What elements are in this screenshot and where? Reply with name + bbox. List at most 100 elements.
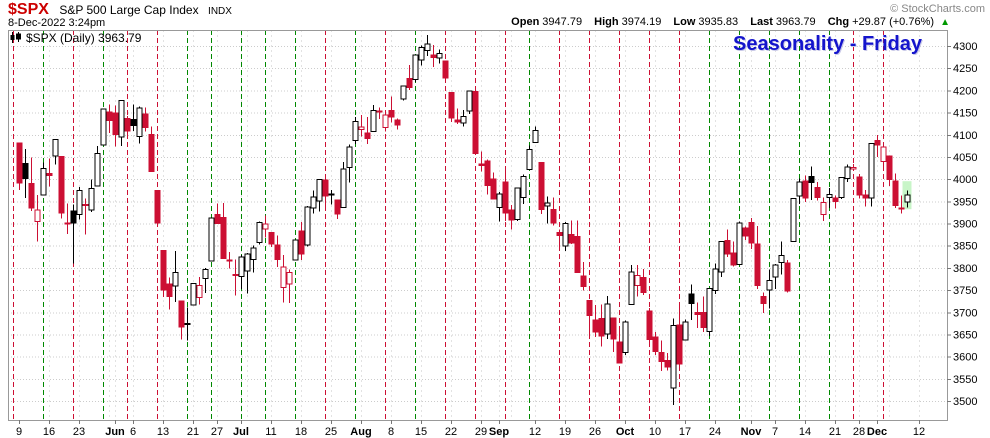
symbol-ticker: $SPX: [8, 1, 49, 18]
candle-body: [358, 126, 365, 130]
candle: [112, 105, 119, 147]
candle-body: [220, 217, 227, 260]
candle: [346, 144, 353, 183]
candle: [46, 158, 53, 187]
candle-body: [58, 155, 65, 214]
candle-body: [190, 282, 197, 306]
candle-body: [388, 109, 395, 118]
candle-body: [82, 203, 89, 206]
candle: [40, 162, 47, 196]
last-label: Last: [750, 16, 773, 28]
candle: [676, 306, 683, 366]
x-axis-label: 21: [187, 426, 199, 438]
candle-body: [736, 222, 743, 265]
candle: [706, 288, 713, 336]
candle-body: [664, 360, 671, 368]
candle: [802, 175, 809, 203]
high-label: High: [594, 16, 619, 28]
candle-body: [526, 148, 533, 170]
candle: [730, 241, 737, 267]
x-axis-label: 7: [772, 426, 778, 438]
candle: [682, 319, 689, 341]
candle-body: [184, 322, 191, 325]
candle: [502, 170, 509, 221]
candle: [106, 104, 113, 133]
candle-body: [310, 196, 317, 209]
candle-body: [142, 113, 149, 129]
x-axis-label: 16: [43, 426, 55, 438]
candle-body: [166, 283, 173, 297]
candles: [16, 34, 911, 405]
candle-body: [316, 179, 323, 202]
candle: [322, 173, 329, 207]
candle: [268, 231, 275, 248]
candle: [220, 203, 227, 260]
candle: [826, 188, 833, 208]
candle-body: [436, 53, 443, 59]
candle: [466, 90, 473, 114]
x-axis-label: Aug: [350, 426, 371, 438]
candle-body: [904, 194, 911, 203]
candle: [316, 179, 323, 212]
candle: [628, 264, 635, 306]
candle-body: [244, 253, 251, 272]
chart-type-icon: [10, 32, 21, 43]
candle-body: [334, 199, 341, 215]
candle: [874, 134, 881, 157]
candle-body: [826, 194, 833, 198]
candle-body: [520, 175, 527, 198]
candle-body: [706, 288, 713, 332]
candle-body: [748, 222, 755, 244]
weekly-gridlines: [49, 30, 920, 420]
candle-body: [694, 312, 701, 315]
candle: [178, 300, 185, 340]
candle-body: [22, 163, 29, 180]
plot-frame: [8, 30, 948, 421]
candle: [538, 162, 545, 215]
candle: [580, 262, 587, 291]
candle: [214, 203, 221, 224]
candle-body: [376, 110, 383, 113]
candle-body: [232, 274, 239, 277]
candle-body: [478, 163, 485, 166]
candle-body: [772, 264, 779, 278]
x-axis-label: Sep: [489, 426, 509, 438]
candle: [490, 172, 497, 200]
candle-body: [610, 317, 617, 340]
candle: [646, 307, 653, 347]
candle-body: [292, 239, 299, 261]
candle-body: [574, 235, 581, 273]
candle-body: [856, 176, 863, 196]
candle: [550, 197, 557, 226]
candle: [454, 108, 461, 125]
candle-body: [70, 210, 77, 224]
candle: [544, 196, 551, 224]
candle: [310, 190, 317, 214]
candle-body: [304, 206, 311, 246]
candle: [130, 104, 137, 131]
candle-body: [754, 243, 761, 287]
y-axis-label: 3750: [953, 285, 977, 297]
y-axis-label: 3800: [953, 263, 977, 275]
x-axis-label: 24: [709, 426, 721, 438]
candle: [766, 269, 773, 309]
candle-body: [370, 109, 377, 133]
candle: [430, 45, 437, 67]
candle-body: [700, 312, 707, 328]
candle: [280, 255, 287, 303]
candle: [736, 221, 743, 265]
candle-body: [340, 168, 347, 209]
y-axis-label: 4100: [953, 130, 977, 142]
y-axis-label: 4250: [953, 63, 977, 75]
candle-body: [778, 254, 785, 264]
candle-body: [322, 179, 329, 197]
x-axis-label: 28: [853, 426, 865, 438]
candle: [148, 126, 155, 173]
candle: [172, 251, 179, 303]
candle: [658, 340, 665, 371]
candle: [886, 155, 893, 187]
candle: [670, 318, 677, 405]
candle-body: [838, 176, 845, 198]
candle: [274, 235, 281, 267]
candle-body: [556, 231, 563, 236]
